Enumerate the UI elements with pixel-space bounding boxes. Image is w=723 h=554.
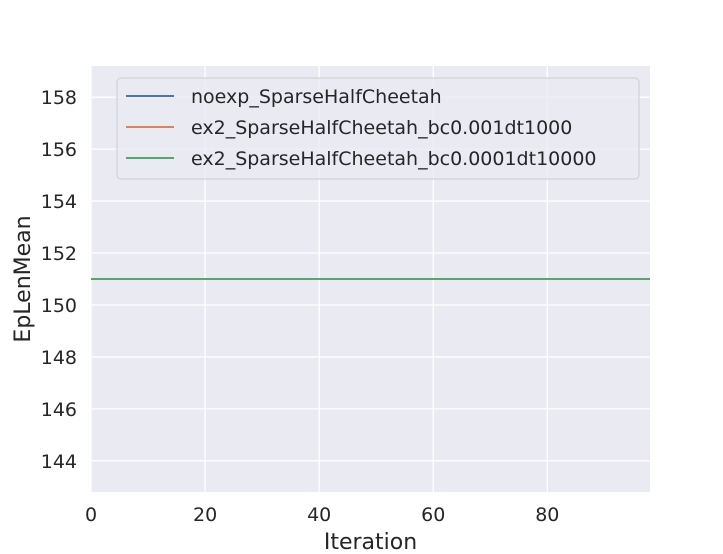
y-tick-label: 154 (41, 191, 77, 213)
legend-box (116, 77, 640, 180)
x-tick-label: 20 (193, 504, 217, 526)
x-tick-label: 80 (535, 504, 559, 526)
x-tick-label: 60 (421, 504, 445, 526)
y-tick-labels: 144 146 148 150 152 154 156 158 (41, 87, 77, 473)
x-tick-labels: 0 20 40 60 80 (85, 504, 559, 526)
y-tick-label: 158 (41, 87, 77, 109)
y-tick-label: 150 (41, 295, 77, 317)
x-tick-label: 40 (307, 504, 331, 526)
legend-label-3: ex2_SparseHalfCheetah_bc0.0001dt10000 (191, 148, 597, 170)
y-axis-label: EpLenMean (11, 215, 36, 342)
legend: noexp_SparseHalfCheetah ex2_SparseHalfChe… (116, 77, 640, 180)
y-tick-label: 146 (41, 399, 77, 421)
x-axis-label: Iteration (324, 530, 417, 554)
y-tick-label: 152 (41, 243, 77, 265)
legend-label-1: noexp_SparseHalfCheetah (191, 86, 442, 108)
y-tick-label: 156 (41, 139, 77, 161)
legend-label-2: ex2_SparseHalfCheetah_bc0.001dt1000 (191, 117, 572, 139)
y-tick-label: 148 (41, 347, 77, 369)
x-tick-label: 0 (85, 504, 97, 526)
y-tick-label: 144 (41, 451, 77, 473)
